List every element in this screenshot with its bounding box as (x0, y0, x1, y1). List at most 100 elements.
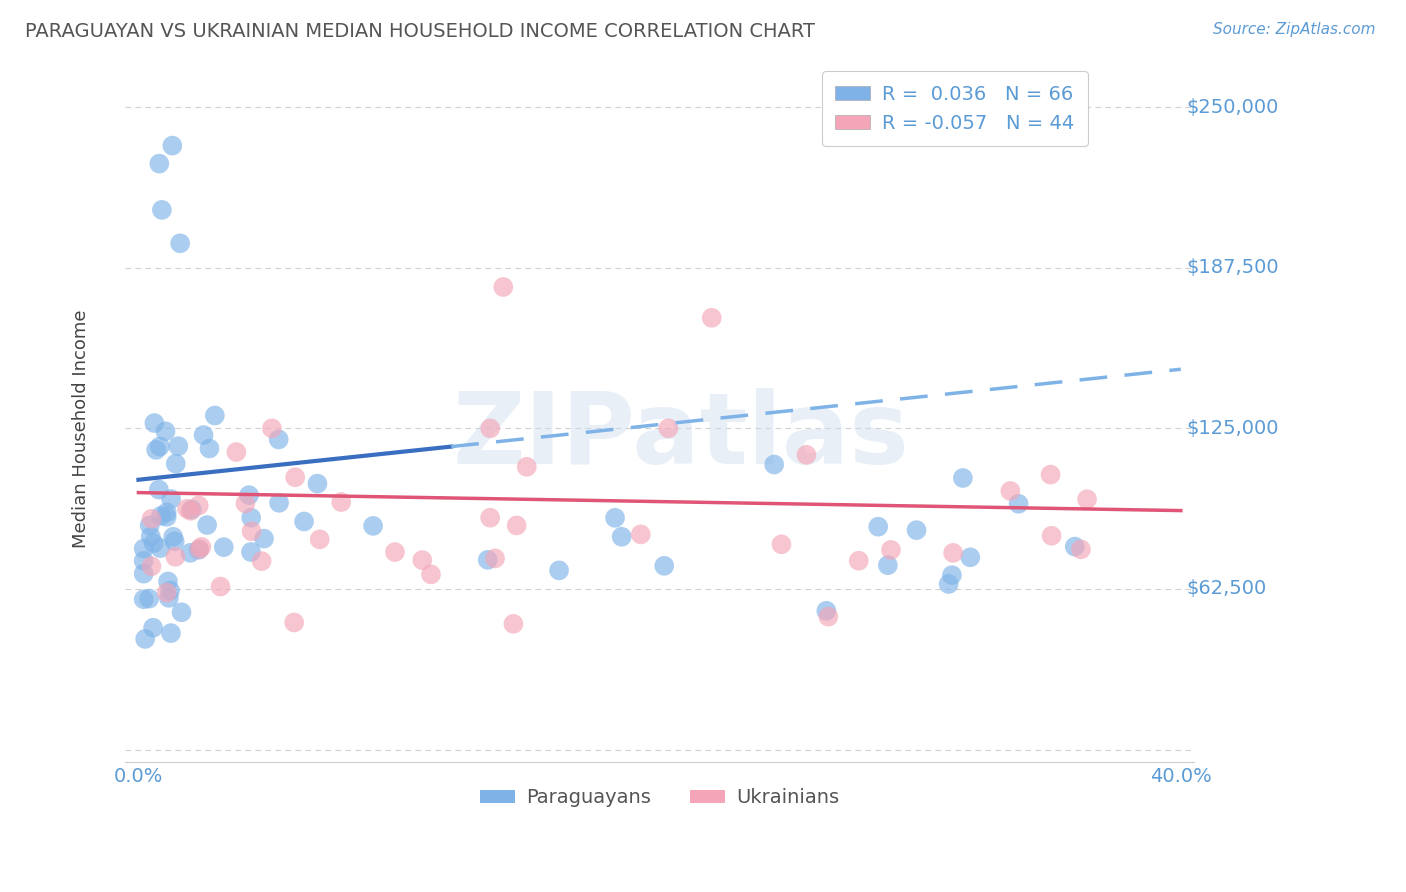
Point (238, 488, 260, 502)
Point (180, 502, 202, 516)
Point (484, 551, 506, 566)
Point (193, 428, 215, 442)
Point (170, 605, 193, 619)
Point (307, 476, 329, 491)
Point (479, 421, 502, 435)
Point (198, 442, 221, 456)
Point (308, 533, 330, 547)
Point (138, 518, 160, 533)
Point (876, 558, 898, 573)
Point (141, 512, 163, 526)
Point (411, 553, 433, 567)
Point (905, 523, 928, 537)
Point (155, 425, 177, 439)
Point (176, 501, 198, 516)
Text: $62,500: $62,500 (1187, 580, 1267, 599)
Point (1070, 542, 1092, 557)
Text: $125,000: $125,000 (1187, 419, 1278, 438)
Point (190, 540, 212, 554)
Point (132, 554, 155, 568)
Point (479, 510, 502, 524)
Point (657, 421, 679, 435)
Point (952, 471, 974, 485)
Point (848, 554, 870, 568)
Point (269, 496, 291, 510)
Point (477, 553, 499, 567)
Point (253, 532, 276, 546)
Point (212, 540, 235, 554)
Point (1040, 529, 1063, 543)
Point (239, 545, 262, 559)
Point (187, 542, 209, 557)
Point (610, 530, 633, 544)
Point (250, 554, 273, 568)
Point (209, 580, 232, 594)
Point (156, 505, 179, 519)
Point (548, 563, 571, 577)
Point (134, 632, 156, 646)
Point (132, 566, 155, 581)
Text: Source: ZipAtlas.com: Source: ZipAtlas.com (1212, 22, 1375, 37)
Point (195, 518, 218, 533)
Point (284, 470, 307, 484)
Text: PARAGUAYAN VS UKRAINIAN MEDIAN HOUSEHOLD INCOME CORRELATION CHART: PARAGUAYAN VS UKRAINIAN MEDIAN HOUSEHOLD… (25, 22, 815, 41)
Point (149, 440, 172, 454)
Point (959, 550, 981, 565)
Point (141, 559, 163, 574)
Point (169, 236, 191, 251)
Point (165, 457, 187, 471)
Text: $250,000: $250,000 (1187, 97, 1278, 117)
Legend: Paraguayans, Ukrainians: Paraguayans, Ukrainians (472, 780, 848, 815)
Point (132, 541, 155, 556)
Point (139, 529, 162, 543)
Point (160, 491, 183, 506)
Point (240, 524, 263, 539)
Point (1076, 492, 1098, 507)
Point (150, 202, 173, 217)
Text: $187,500: $187,500 (1187, 258, 1278, 277)
Point (142, 621, 165, 635)
Point (283, 615, 305, 630)
Point (700, 310, 723, 325)
Point (652, 558, 675, 573)
Point (157, 574, 180, 589)
Point (188, 542, 211, 557)
Point (179, 546, 201, 560)
Text: Median Household Income: Median Household Income (72, 310, 90, 548)
Point (267, 433, 290, 447)
Point (160, 626, 183, 640)
Point (162, 530, 184, 544)
Point (292, 515, 315, 529)
Point (1063, 540, 1085, 554)
Point (880, 543, 903, 558)
Text: ZIPatlas: ZIPatlas (453, 388, 910, 485)
Point (361, 519, 384, 533)
Point (149, 541, 172, 555)
Point (148, 156, 170, 170)
Point (149, 508, 172, 523)
Point (868, 519, 890, 533)
Point (817, 609, 839, 624)
Point (225, 445, 247, 459)
Point (603, 511, 626, 525)
Point (132, 592, 155, 607)
Point (235, 496, 257, 510)
Point (148, 483, 170, 497)
Point (1039, 467, 1062, 482)
Point (796, 448, 818, 462)
Point (187, 499, 209, 513)
Point (157, 591, 180, 605)
Point (167, 439, 190, 453)
Point (815, 604, 838, 618)
Point (163, 534, 186, 549)
Point (156, 509, 179, 524)
Point (165, 549, 187, 564)
Point (770, 537, 793, 551)
Point (938, 577, 960, 591)
Point (942, 546, 965, 560)
Point (180, 504, 202, 518)
Point (505, 518, 527, 533)
Point (384, 545, 406, 559)
Point (204, 409, 226, 423)
Point (630, 527, 652, 541)
